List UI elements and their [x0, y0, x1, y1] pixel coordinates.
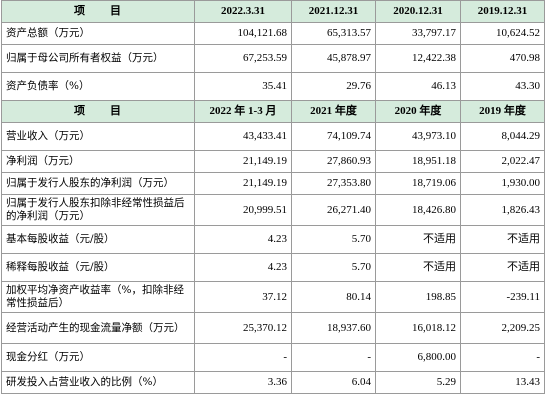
table-row: 研发投入占营业收入的比例（%） 3.36 6.04 5.29 13.43: [1, 371, 545, 394]
cell-value: 6.04: [291, 371, 376, 394]
cell-value: -: [460, 343, 545, 372]
cell-value: 26,271.40: [291, 194, 376, 226]
table-row: 资产负债率（%） 35.41 29.76 46.13 43.30: [1, 72, 545, 101]
row-label: 营业收入（万元）: [1, 122, 195, 151]
cell-value: 27,860.93: [291, 150, 376, 173]
cell-value: 198.85: [375, 281, 461, 313]
header-cell-2021-12-31: 2021.12.31: [291, 0, 376, 23]
header-cell-item: 项 目: [1, 100, 195, 123]
cell-value: 1,826.43: [460, 194, 545, 226]
table-row: 资产总额（万元） 104,121.68 65,313.57 33,797.17 …: [1, 22, 545, 45]
table-row: 净利润（万元） 21,149.19 27,860.93 18,951.18 2,…: [1, 150, 545, 173]
cell-value: 8,044.29: [460, 122, 545, 151]
cell-value: 45,878.97: [291, 44, 376, 73]
cell-value: 37.12: [194, 281, 292, 313]
table-row: 归属于母公司所有者权益（万元） 67,253.59 45,878.97 12,4…: [1, 44, 545, 73]
cell-value: 18,951.18: [375, 150, 461, 173]
table-header-row: 项 目 2022.3.31 2021.12.31 2020.12.31 2019…: [1, 0, 545, 23]
cell-value: 80.14: [291, 281, 376, 313]
cell-value: 13.43: [460, 371, 545, 394]
cell-value: 10,624.52: [460, 22, 545, 45]
cell-value: 29.76: [291, 72, 376, 101]
cell-value: 不适用: [375, 225, 461, 254]
cell-value: 27,353.80: [291, 172, 376, 195]
cell-value: 不适用: [460, 253, 545, 282]
cell-value: 35.41: [194, 72, 292, 101]
row-label: 现金分红（万元）: [1, 343, 195, 372]
cell-value: 18,719.06: [375, 172, 461, 195]
row-label: 基本每股收益（元/股）: [1, 225, 195, 254]
cell-value: 不适用: [460, 225, 545, 254]
table-row: 归属于发行人股东扣除非经常性损益后的净利润（万元） 20,999.51 26,2…: [1, 194, 545, 226]
table-row: 营业收入（万元） 43,433.41 74,109.74 43,973.10 8…: [1, 122, 545, 151]
row-label: 归属于发行人股东扣除非经常性损益后的净利润（万元）: [1, 194, 195, 226]
header-cell-2019-12-31: 2019.12.31: [460, 0, 545, 23]
cell-value: 20,999.51: [194, 194, 292, 226]
cell-value: 470.98: [460, 44, 545, 73]
header-cell-2021: 2021 年度: [291, 100, 376, 123]
row-label: 归属于母公司所有者权益（万元）: [1, 44, 195, 73]
cell-value: 18,426.80: [375, 194, 461, 226]
cell-value: 74,109.74: [291, 122, 376, 151]
cell-value: 43,973.10: [375, 122, 461, 151]
cell-value: 1,930.00: [460, 172, 545, 195]
financial-summary-table: 项 目 2022.3.31 2021.12.31 2020.12.31 2019…: [1, 0, 545, 394]
cell-value: 5.70: [291, 225, 376, 254]
cell-value: 25,370.12: [194, 312, 292, 344]
cell-value: 16,018.12: [375, 312, 461, 344]
cell-value: 33,797.17: [375, 22, 461, 45]
cell-value: 2,209.25: [460, 312, 545, 344]
header-cell-2020-12-31: 2020.12.31: [375, 0, 461, 23]
row-label: 资产负债率（%）: [1, 72, 195, 101]
cell-value: 4.23: [194, 253, 292, 282]
header-cell-2020: 2020 年度: [375, 100, 461, 123]
row-label: 资产总额（万元）: [1, 22, 195, 45]
cell-value: 104,121.68: [194, 22, 292, 45]
header-cell-2022-q1: 2022 年 1-3 月: [194, 100, 292, 123]
header-cell-2019: 2019 年度: [460, 100, 545, 123]
cell-value: 6,800.00: [375, 343, 461, 372]
table-row: 归属于发行人股东的净利润（万元） 21,149.19 27,353.80 18,…: [1, 172, 545, 195]
cell-value: 不适用: [375, 253, 461, 282]
cell-value: -239.11: [460, 281, 545, 313]
table-header-row: 项 目 2022 年 1-3 月 2021 年度 2020 年度 2019 年度: [1, 100, 545, 123]
row-label: 稀释每股收益（元/股）: [1, 253, 195, 282]
row-label: 归属于发行人股东的净利润（万元）: [1, 172, 195, 195]
cell-value: 18,937.60: [291, 312, 376, 344]
table-row: 现金分红（万元） - - 6,800.00 -: [1, 343, 545, 372]
table-row: 基本每股收益（元/股） 4.23 5.70 不适用 不适用: [1, 225, 545, 254]
cell-value: -: [194, 343, 292, 372]
table-row: 加权平均净资产收益率（%，扣除非经常性损益后） 37.12 80.14 198.…: [1, 281, 545, 313]
cell-value: 5.70: [291, 253, 376, 282]
header-cell-item: 项 目: [1, 0, 195, 23]
cell-value: -: [291, 343, 376, 372]
table-row: 经营活动产生的现金流量净额（万元） 25,370.12 18,937.60 16…: [1, 312, 545, 344]
cell-value: 65,313.57: [291, 22, 376, 45]
cell-value: 4.23: [194, 225, 292, 254]
row-label: 经营活动产生的现金流量净额（万元）: [1, 312, 195, 344]
cell-value: 46.13: [375, 72, 461, 101]
row-label: 加权平均净资产收益率（%，扣除非经常性损益后）: [1, 281, 195, 313]
row-label: 研发投入占营业收入的比例（%）: [1, 371, 195, 394]
cell-value: 67,253.59: [194, 44, 292, 73]
cell-value: 43.30: [460, 72, 545, 101]
cell-value: 5.29: [375, 371, 461, 394]
table-row: 稀释每股收益（元/股） 4.23 5.70 不适用 不适用: [1, 253, 545, 282]
cell-value: 3.36: [194, 371, 292, 394]
header-cell-2022-3-31: 2022.3.31: [194, 0, 292, 23]
cell-value: 21,149.19: [194, 172, 292, 195]
cell-value: 43,433.41: [194, 122, 292, 151]
cell-value: 2,022.47: [460, 150, 545, 173]
cell-value: 21,149.19: [194, 150, 292, 173]
cell-value: 12,422.38: [375, 44, 461, 73]
row-label: 净利润（万元）: [1, 150, 195, 173]
